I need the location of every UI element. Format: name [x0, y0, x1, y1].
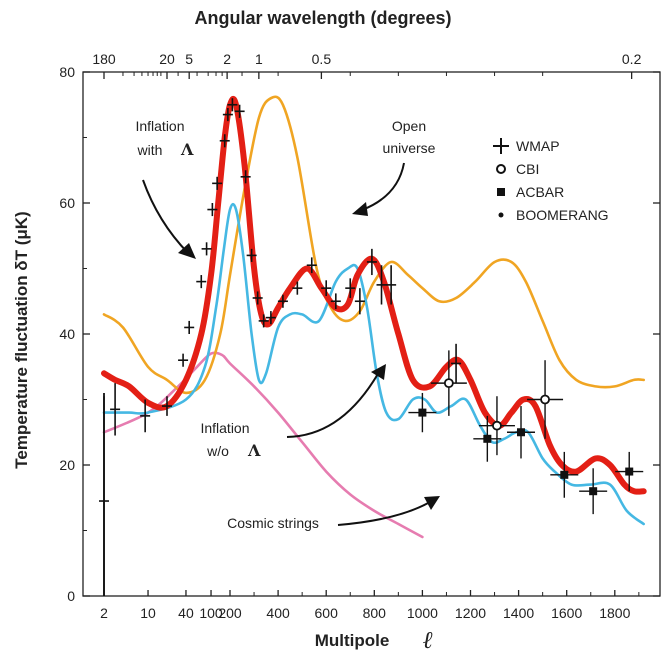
y-axis-title: Temperature fluctuation δT (μK)	[12, 211, 31, 468]
x-tick-label: 10	[140, 605, 156, 621]
arrow-inflation-wo	[286, 371, 380, 438]
x-tick-label: 100	[199, 605, 223, 621]
cbi-point	[540, 394, 550, 405]
legend-label-cbi: CBI	[516, 161, 539, 177]
annotation-inflation-wo-line1: Inflation	[200, 420, 249, 436]
y-tick-label: 60	[59, 195, 75, 211]
cbi-point	[492, 420, 502, 431]
y-tick-label: 40	[59, 326, 75, 342]
legend-item-acbar: ACBAR	[497, 184, 564, 200]
x-tick-label: 1600	[551, 605, 582, 621]
x-tick-label: 600	[315, 605, 339, 621]
top-axis-title: Angular wavelength (degrees)	[194, 8, 451, 28]
annotation-inflation-with-line1: Inflation	[135, 118, 184, 134]
arrowhead-open-universe	[352, 202, 368, 216]
acbar-point	[418, 408, 427, 417]
top-tick-label: 20	[159, 51, 175, 67]
x-tick-label: 1400	[503, 605, 534, 621]
arrow-cosmic-strings	[337, 501, 431, 526]
annotation-open-line2: universe	[383, 140, 436, 156]
top-tick-label: 180	[92, 51, 116, 67]
acbar-point	[625, 467, 634, 476]
x-tick-label: 2	[100, 605, 108, 621]
annotation-inflation-with-lambda: Λ	[180, 140, 194, 159]
x-tick-label: 1000	[407, 605, 438, 621]
x-tick-label: 200	[218, 605, 242, 621]
legend-item-boomerang: BOOMERANG	[498, 207, 609, 223]
x-tick-label: 400	[266, 605, 290, 621]
y-tick-label: 80	[59, 64, 75, 80]
y-tick-label: 20	[59, 457, 75, 473]
annotation-inflation-wo-lambda: Λ	[247, 441, 261, 460]
legend-label-acbar: ACBAR	[516, 184, 564, 200]
legend-label-boomerang: BOOMERANG	[516, 207, 609, 223]
x-tick-label: 1800	[599, 605, 630, 621]
legend-label-wmap: WMAP	[516, 138, 560, 154]
arrow-inflation-with	[142, 179, 189, 254]
arrowhead-inflation-wo	[371, 364, 386, 380]
top-tick-label: 1	[255, 51, 263, 67]
x-tick-label: 40	[178, 605, 194, 621]
acbar-point	[560, 470, 569, 479]
annotation-open-line1: Open	[392, 118, 426, 134]
curves-layer	[101, 95, 647, 539]
cbi-point	[443, 378, 454, 389]
arrowhead-cosmic-strings	[424, 496, 440, 510]
x-axis-symbol: ℓ	[423, 625, 433, 654]
acbar-point	[483, 434, 492, 443]
x-tick-label: 800	[363, 605, 387, 621]
top-tick-label: 0.2	[622, 51, 642, 67]
x-axis-title: Multipole	[315, 631, 390, 650]
acbar-point	[517, 428, 526, 437]
acbar-point	[589, 487, 598, 496]
data-points-layer	[99, 98, 644, 596]
legend-item-wmap: WMAP	[493, 138, 560, 154]
annotation-cosmic-strings: Cosmic strings	[227, 515, 319, 531]
x-tick-label: 1200	[455, 605, 486, 621]
annotations: Inflation with Λ Open universe Inflation…	[135, 118, 440, 531]
top-tick-label: 5	[185, 51, 193, 67]
arrow-open-universe	[361, 162, 405, 211]
series-line-open-universe	[102, 95, 645, 395]
legend-item-cbi: CBI	[496, 161, 539, 177]
legend: WMAP CBI ACBAR BOOMERANG	[493, 138, 609, 223]
arrowhead-inflation-with	[178, 243, 196, 259]
series-line-inflation-without-lambda	[102, 202, 645, 526]
annotation-inflation-with-line2: with	[137, 142, 163, 158]
y-tick-label: 0	[67, 588, 75, 604]
top-tick-label: 0.5	[312, 51, 332, 67]
top-tick-label: 2	[223, 51, 231, 67]
series-line-inflation-with-lambda	[101, 95, 647, 495]
annotation-inflation-wo-line2: w/o	[206, 443, 229, 459]
